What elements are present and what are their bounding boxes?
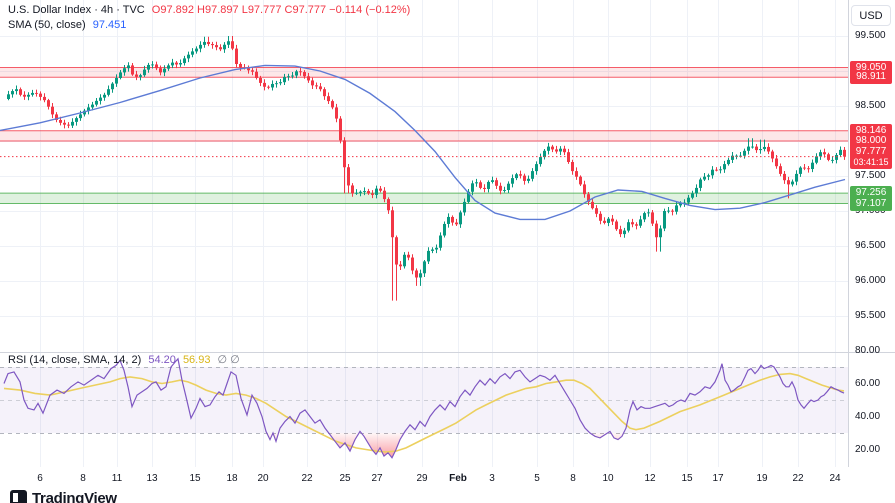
resistance-price-badge: 98.911 (850, 70, 892, 85)
rsi-axis-label: 40.00 (855, 410, 881, 422)
price-axis-label: 96.000 (855, 275, 886, 286)
time-axis-label: 3 (489, 473, 495, 484)
symbol-title: U.S. Dollar Index · 4h · TVC (8, 4, 145, 16)
price-axis-label: 97.500 (855, 170, 886, 181)
sma-label: SMA (50, close) (8, 19, 86, 31)
price-axis-label: 97.000 (855, 205, 886, 216)
price-axis-label: 96.500 (855, 240, 886, 251)
current-price-badge: 97.777 03:41:15 (850, 144, 892, 169)
price-axis-label: 98.500 (855, 100, 886, 111)
support-resistance-zones (0, 67, 848, 205)
time-axis-label: 15 (681, 473, 693, 484)
price-axis-label: 95.500 (855, 310, 886, 321)
ohlc-values: O97.892 H97.897 L97.777 C97.777 −0.114 (… (151, 4, 411, 16)
time-axis-label: 8 (80, 473, 86, 484)
time-axis-label: 8 (570, 473, 576, 484)
rsi-legend-row[interactable]: RSI (14, close, SMA, 14, 2) 54.20 56.93 … (8, 353, 244, 366)
rsi-pane (0, 357, 848, 459)
resistance-zone (0, 130, 848, 141)
rsi-axis-label: 80.00 (855, 344, 881, 356)
time-axis-label: 29 (416, 473, 428, 484)
rsi-ma-value: 56.93 (182, 354, 211, 366)
time-axis-label: 15 (189, 473, 201, 484)
rsi-axis-label: 60.00 (855, 377, 881, 389)
rsi-oversold-fill (592, 433, 608, 438)
time-axis-label: 22 (301, 473, 313, 484)
symbol-legend-row[interactable]: U.S. Dollar Index · 4h · TVC O97.892 H97… (8, 4, 414, 16)
rsi-oversold-fill (330, 433, 360, 452)
price-axis-label: 99.500 (855, 30, 886, 41)
rsi-label: RSI (14, close, SMA, 14, 2) (8, 354, 142, 366)
tradingview-logo-text: TradingView (32, 490, 117, 503)
sma-legend-row[interactable]: SMA (50, close) 97.451 (8, 19, 130, 31)
time-axis-label: 25 (339, 473, 351, 484)
time-axis-label: 27 (371, 473, 383, 484)
price-axis[interactable]: 99.500 98.500 97.500 97.000 96.500 96.000 95.5… (849, 0, 895, 467)
currency-button[interactable]: USD (851, 5, 891, 26)
time-axis[interactable]: 6 8 11 13 15 18 20 22 25 27 29 Feb 3 5 8 10 12 15 17 19 22 24 (0, 467, 895, 503)
support-price-badge: 97.107 (850, 196, 892, 211)
time-axis-label: 10 (602, 473, 614, 484)
time-axis-label: 24 (829, 473, 841, 484)
time-axis-label: 20 (257, 473, 269, 484)
time-axis-label: 22 (792, 473, 804, 484)
time-axis-label: 5 (534, 473, 540, 484)
gridlines (0, 0, 848, 467)
time-axis-label: 6 (37, 473, 43, 484)
time-axis-label: 18 (226, 473, 238, 484)
resistance-price-badge: 98.000 (850, 134, 892, 148)
rsi-empty-values: ∅ ∅ (217, 354, 240, 366)
tradingview-logo[interactable]: TradingView (10, 490, 117, 503)
time-axis-label: 13 (146, 473, 158, 484)
time-axis-label: 12 (644, 473, 656, 484)
time-axis-label: Feb (449, 473, 467, 484)
sma-value: 97.451 (92, 19, 127, 31)
rsi-line (3, 357, 845, 459)
rsi-ma-line (3, 372, 845, 453)
sma-line (0, 64, 846, 221)
support-zone (0, 193, 848, 204)
candlesticks (7, 36, 846, 301)
rsi-value: 54.20 (148, 354, 176, 366)
time-axis-label: 17 (712, 473, 724, 484)
rsi-oversold-fill (268, 433, 280, 442)
time-axis-label: 19 (756, 473, 768, 484)
resistance-zone (0, 67, 848, 78)
rsi-axis-label: 20.00 (855, 443, 881, 455)
tradingview-logo-icon (10, 490, 27, 503)
time-axis-label: 11 (111, 473, 123, 484)
